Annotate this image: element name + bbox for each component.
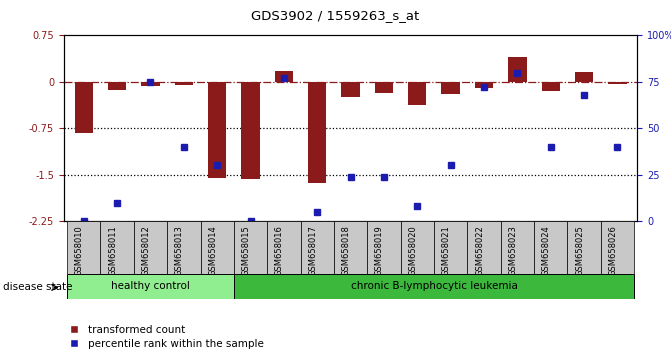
Bar <box>334 221 367 274</box>
Bar <box>234 274 634 299</box>
Text: GSM658010: GSM658010 <box>74 225 84 276</box>
Text: GSM658016: GSM658016 <box>275 225 284 276</box>
Text: disease state: disease state <box>3 282 73 292</box>
Bar <box>174 82 193 85</box>
Bar <box>508 57 527 82</box>
Text: GSM658025: GSM658025 <box>575 225 584 276</box>
Bar <box>475 82 493 88</box>
Bar <box>501 221 534 274</box>
Text: GSM658018: GSM658018 <box>342 225 350 276</box>
Legend: transformed count, percentile rank within the sample: transformed count, percentile rank withi… <box>69 325 264 349</box>
Bar <box>274 71 293 82</box>
Text: healthy control: healthy control <box>111 281 190 291</box>
Text: GSM658012: GSM658012 <box>142 225 150 276</box>
Bar <box>442 82 460 94</box>
Bar <box>208 82 226 178</box>
Text: GSM658015: GSM658015 <box>242 225 250 276</box>
Text: GSM658026: GSM658026 <box>609 225 617 276</box>
Bar <box>367 221 401 274</box>
Bar <box>541 82 560 91</box>
Bar <box>434 221 467 274</box>
Text: GSM658013: GSM658013 <box>175 225 184 276</box>
Bar <box>108 82 126 90</box>
Bar <box>467 221 501 274</box>
Text: GSM658020: GSM658020 <box>409 225 417 276</box>
Bar <box>609 82 627 84</box>
Text: GDS3902 / 1559263_s_at: GDS3902 / 1559263_s_at <box>252 9 419 22</box>
Bar <box>74 82 93 133</box>
Bar <box>534 221 568 274</box>
Bar <box>267 221 301 274</box>
Text: GSM658022: GSM658022 <box>475 225 484 276</box>
Bar <box>308 82 326 183</box>
Bar <box>301 221 334 274</box>
Bar <box>101 221 134 274</box>
Text: GSM658014: GSM658014 <box>208 225 217 276</box>
Text: GSM658023: GSM658023 <box>509 225 517 276</box>
Bar <box>568 221 601 274</box>
Text: chronic B-lymphocytic leukemia: chronic B-lymphocytic leukemia <box>350 281 517 291</box>
Text: GSM658021: GSM658021 <box>442 225 451 276</box>
Bar <box>601 221 634 274</box>
Bar <box>375 82 393 93</box>
Bar <box>67 274 234 299</box>
Bar <box>134 221 167 274</box>
Bar <box>142 82 160 86</box>
Bar <box>408 82 427 105</box>
Bar <box>342 82 360 97</box>
Bar <box>575 72 593 82</box>
Text: GSM658017: GSM658017 <box>308 225 317 276</box>
Bar <box>234 221 267 274</box>
Bar <box>401 221 434 274</box>
Bar <box>67 221 101 274</box>
Bar <box>167 221 201 274</box>
Bar <box>201 221 234 274</box>
Text: GSM658019: GSM658019 <box>375 225 384 276</box>
Text: GSM658011: GSM658011 <box>108 225 117 276</box>
Text: GSM658024: GSM658024 <box>541 225 551 276</box>
Bar <box>242 82 260 178</box>
